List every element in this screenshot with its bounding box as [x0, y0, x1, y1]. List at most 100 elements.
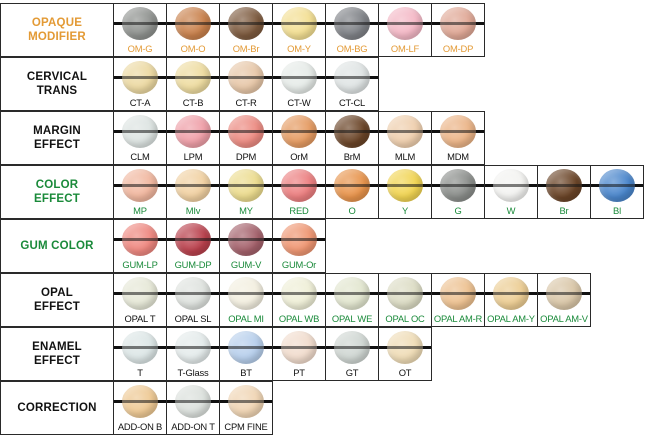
shade-code: O: [348, 205, 356, 216]
shade-code: RED: [289, 205, 309, 216]
disc-line: [493, 292, 529, 295]
shade-code: GUM-DP: [174, 259, 212, 270]
disc-line: [546, 184, 582, 187]
shade-cell: GUM-DP: [166, 219, 220, 273]
disc-line: [228, 346, 264, 349]
row-label: MARGIN EFFECT: [0, 111, 114, 165]
row-label: ENAMEL EFFECT: [0, 327, 114, 381]
disc-line: [228, 184, 264, 187]
shade-code: T: [137, 367, 143, 378]
shade-cell: T-Glass: [166, 327, 220, 381]
shade-cell: OPAL OC: [378, 273, 432, 327]
shade-code: MY: [239, 205, 253, 216]
shade-cell: OM-DP: [431, 3, 485, 57]
shade-code: T-Glass: [177, 367, 209, 378]
shade-code: GT: [345, 367, 359, 378]
disc-line: [228, 76, 264, 79]
disc-line: [122, 130, 158, 133]
shade-cell: CLM: [113, 111, 167, 165]
shade-code: CT-A: [129, 97, 151, 108]
shade-row: OPAQUE MODIFIER OM-G OM-O OM-Br OM-Y OM-BG OM-…: [0, 3, 492, 57]
shade-code: GUM-LP: [122, 259, 158, 270]
shade-cell: OPAL SL: [166, 273, 220, 327]
shade-swatch-disc: [122, 7, 158, 40]
shade-cell: ADD-ON T: [166, 381, 220, 435]
shade-cell: Y: [378, 165, 432, 219]
disc-line: [387, 184, 423, 187]
disc-line: [228, 22, 264, 25]
disc-line: [387, 22, 423, 25]
disc-line: [281, 130, 317, 133]
shade-cell: OPAL MI: [219, 273, 273, 327]
shade-cell: O: [325, 165, 379, 219]
shade-code: CT-R: [235, 97, 257, 108]
shade-cell: MDM: [431, 111, 485, 165]
disc-line: [175, 184, 211, 187]
disc-line: [440, 292, 476, 295]
row-label: OPAL EFFECT: [0, 273, 114, 327]
shade-cell: MP: [113, 165, 167, 219]
shade-row: COLOR EFFECT MP MIv MY RED O Y G W Br Bl: [0, 165, 654, 219]
shade-cell: BT: [219, 327, 273, 381]
shade-cell: OPAL AM-Y: [484, 273, 538, 327]
shade-row: OPAL EFFECT OPAL T OPAL SL OPAL MI OPAL WB OP…: [0, 273, 600, 327]
shade-code: OPAL WB: [278, 313, 320, 324]
shade-cell: OM-LF: [378, 3, 432, 57]
disc-line: [334, 130, 370, 133]
shade-code: Br: [559, 205, 569, 216]
shade-cell: BrM: [325, 111, 379, 165]
disc-line: [493, 184, 529, 187]
shade-cell: DPM: [219, 111, 273, 165]
disc-line: [122, 22, 158, 25]
shade-cell: CT-A: [113, 57, 167, 111]
shade-row: CORRECTION ADD-ON B ADD-ON T CPM FINE: [0, 381, 276, 435]
shade-cell: W: [484, 165, 538, 219]
shade-code: OM-DP: [442, 43, 474, 54]
shade-cell: OrM: [272, 111, 326, 165]
row-label: OPAQUE MODIFIER: [0, 3, 114, 57]
shade-cell: GUM-V: [219, 219, 273, 273]
shade-cell: G: [431, 165, 485, 219]
shade-cell: OPAL T: [113, 273, 167, 327]
shade-code: OPAL SL: [174, 313, 212, 324]
disc-line: [175, 400, 211, 403]
shade-cell: GUM-LP: [113, 219, 167, 273]
shade-code: OPAL OC: [385, 313, 425, 324]
disc-line: [334, 292, 370, 295]
disc-line: [546, 292, 582, 295]
disc-line: [228, 400, 264, 403]
disc-line: [440, 22, 476, 25]
shade-code: OPAL T: [124, 313, 156, 324]
shade-cell: T: [113, 327, 167, 381]
disc-line: [122, 76, 158, 79]
disc-line: [440, 130, 476, 133]
shade-code: OPAL AM-R: [433, 313, 483, 324]
shade-cell: CT-R: [219, 57, 273, 111]
shade-code: OM-LF: [390, 43, 420, 54]
shade-cell: OM-G: [113, 3, 167, 57]
disc-line: [334, 76, 370, 79]
shade-row: GUM COLOR GUM-LP GUM-DP GUM-V GUM-Or: [0, 219, 330, 273]
shade-cell: OPAL WE: [325, 273, 379, 327]
shade-code: CPM FINE: [224, 421, 268, 432]
shade-code: ADD-ON T: [171, 421, 215, 432]
disc-line: [281, 238, 317, 241]
shade-cell: MLM: [378, 111, 432, 165]
disc-line: [334, 22, 370, 25]
row-label: COLOR EFFECT: [0, 165, 114, 219]
shade-code: OPAL WE: [331, 313, 373, 324]
disc-line: [175, 22, 211, 25]
shade-code: OM-G: [127, 43, 153, 54]
shade-row: MARGIN EFFECT CLM LPM DPM OrM BrM MLM MDM: [0, 111, 492, 165]
shade-code: OM-O: [180, 43, 206, 54]
shade-cell: LPM: [166, 111, 220, 165]
shade-code: Y: [401, 205, 409, 216]
disc-line: [281, 22, 317, 25]
disc-line: [122, 400, 158, 403]
disc-line: [228, 238, 264, 241]
disc-line: [175, 76, 211, 79]
disc-line: [440, 184, 476, 187]
shade-row: ENAMEL EFFECT T T-Glass BT PT GT OT: [0, 327, 438, 381]
disc-line: [387, 346, 423, 349]
disc-line: [334, 346, 370, 349]
